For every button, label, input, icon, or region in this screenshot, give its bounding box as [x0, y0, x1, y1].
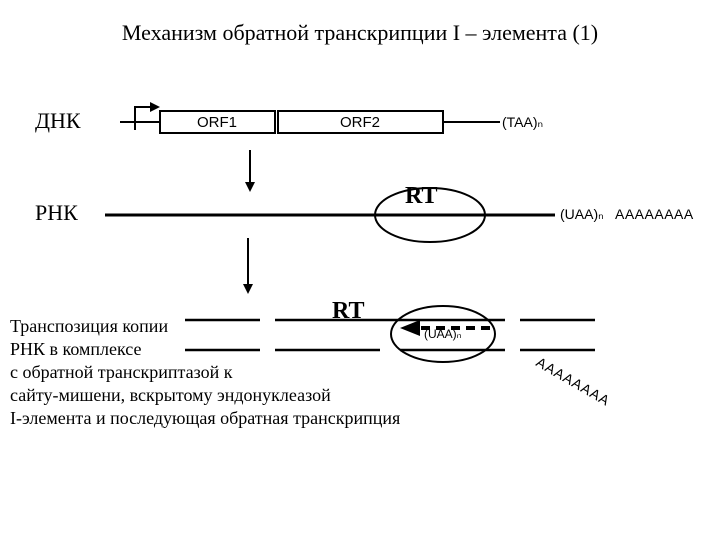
orf2-text: ORF2: [340, 114, 380, 131]
rt-dash-arrow-head: [400, 320, 420, 336]
orf1-text: ORF1: [197, 114, 237, 131]
polya-tail-2: AAAAAAAA: [534, 354, 614, 409]
arrow1-head: [245, 182, 255, 192]
diagram-svg: ORF1 ORF2 AAAAAAAA: [0, 0, 720, 540]
promoter-arrowhead: [150, 102, 160, 112]
rt-ellipse-2: [391, 306, 495, 362]
arrow2-head: [243, 284, 253, 294]
